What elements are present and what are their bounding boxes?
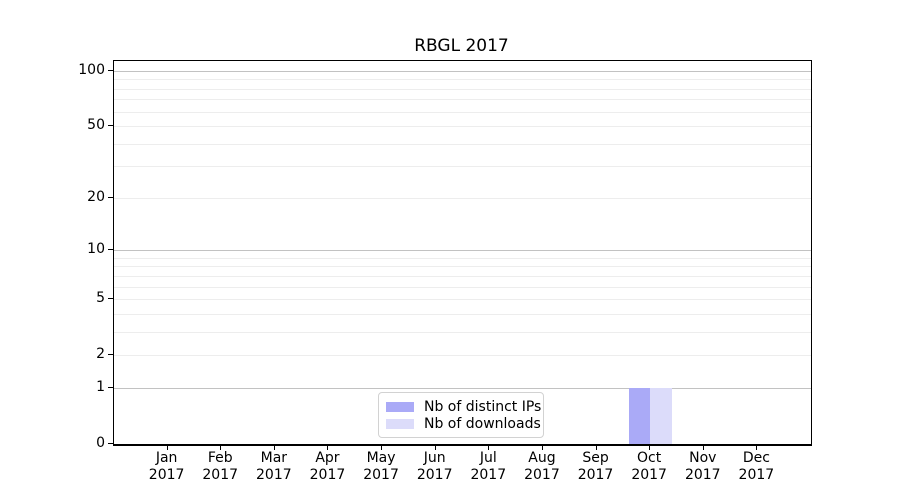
x-axis-tick — [327, 445, 329, 450]
y-axis-tick — [108, 354, 113, 356]
y-axis-tick-label: 100 — [78, 61, 105, 78]
y-axis-tick — [108, 196, 113, 198]
y-axis-tick — [108, 386, 113, 388]
plot-area — [113, 60, 812, 446]
bar-distinct-ips — [628, 387, 651, 444]
x-axis-tick-label: Mar 2017 — [256, 450, 292, 483]
x-axis-tick — [756, 445, 758, 450]
gridline-minor — [114, 299, 811, 301]
gridline-minor — [114, 79, 811, 81]
y-axis-tick — [108, 298, 113, 300]
x-axis-tick — [541, 445, 543, 450]
x-axis-tick — [273, 445, 275, 450]
y-axis-tick — [108, 125, 113, 127]
gridline-minor — [114, 126, 811, 128]
gridline-major — [114, 250, 811, 252]
x-axis-tick-label: Jun 2017 — [416, 450, 453, 483]
x-axis-tick — [166, 445, 168, 450]
x-axis-tick-label: Oct 2017 — [631, 450, 667, 483]
downloads-swatch-icon — [386, 418, 414, 429]
x-axis-tick — [434, 445, 436, 450]
x-axis-tick-label: Jan 2017 — [148, 450, 185, 483]
x-axis-tick-label: Aug 2017 — [524, 450, 560, 483]
legend-label: Nb of distinct IPs — [424, 398, 542, 415]
gridline-minor — [114, 355, 811, 357]
gridline-minor — [114, 313, 811, 315]
x-axis-tick-label: May 2017 — [363, 450, 399, 483]
gridline-minor — [114, 111, 811, 113]
gridline-minor — [114, 331, 811, 333]
gridline-minor — [114, 99, 811, 101]
y-axis-tick-label: 5 — [96, 290, 105, 307]
y-axis-tick-label: 50 — [87, 117, 105, 134]
x-axis-tick — [649, 445, 651, 450]
x-axis-tick-label: Nov 2017 — [684, 450, 721, 483]
gridline-minor — [114, 88, 811, 90]
x-axis-tick — [702, 445, 704, 450]
legend-label: Nb of downloads — [424, 415, 541, 432]
legend: Nb of distinct IPs Nb of downloads — [378, 392, 544, 438]
x-axis-tick-label: Apr 2017 — [309, 450, 346, 483]
gridline-major — [114, 387, 811, 389]
chart-title: RBGL 2017 — [414, 36, 509, 56]
x-axis-tick — [488, 445, 490, 450]
gridline-minor — [114, 166, 811, 168]
y-axis-tick — [108, 69, 113, 71]
x-axis-tick — [381, 445, 383, 450]
gridline-minor — [114, 143, 811, 145]
x-axis-tick-label: Feb 2017 — [202, 450, 239, 483]
legend-item-distinct-ips: Nb of distinct IPs — [386, 398, 542, 415]
gridline-minor — [114, 197, 811, 199]
legend-item-downloads: Nb of downloads — [386, 415, 541, 432]
x-axis-tick-label: Sep 2017 — [577, 450, 614, 483]
gridline-minor — [114, 257, 811, 259]
y-axis-tick-label: 2 — [96, 346, 105, 363]
y-axis-tick-label: 0 — [96, 435, 105, 451]
x-axis-tick — [595, 445, 597, 450]
y-axis-tick — [108, 443, 113, 444]
y-axis-tick-label: 20 — [87, 188, 105, 205]
x-axis-tick-label: Jul 2017 — [470, 450, 507, 483]
bar-downloads — [650, 387, 672, 444]
gridline-minor — [114, 286, 811, 288]
distinct-ips-swatch-icon — [386, 401, 414, 412]
y-axis-tick-label: 1 — [96, 378, 105, 395]
x-axis-tick-label: Dec 2017 — [738, 450, 775, 483]
gridline-minor — [114, 266, 811, 268]
y-axis-tick — [108, 249, 113, 251]
gridline-minor — [114, 275, 811, 277]
y-axis-tick-label: 10 — [87, 241, 105, 258]
x-axis-tick — [220, 445, 222, 450]
gridline-major — [114, 70, 811, 72]
